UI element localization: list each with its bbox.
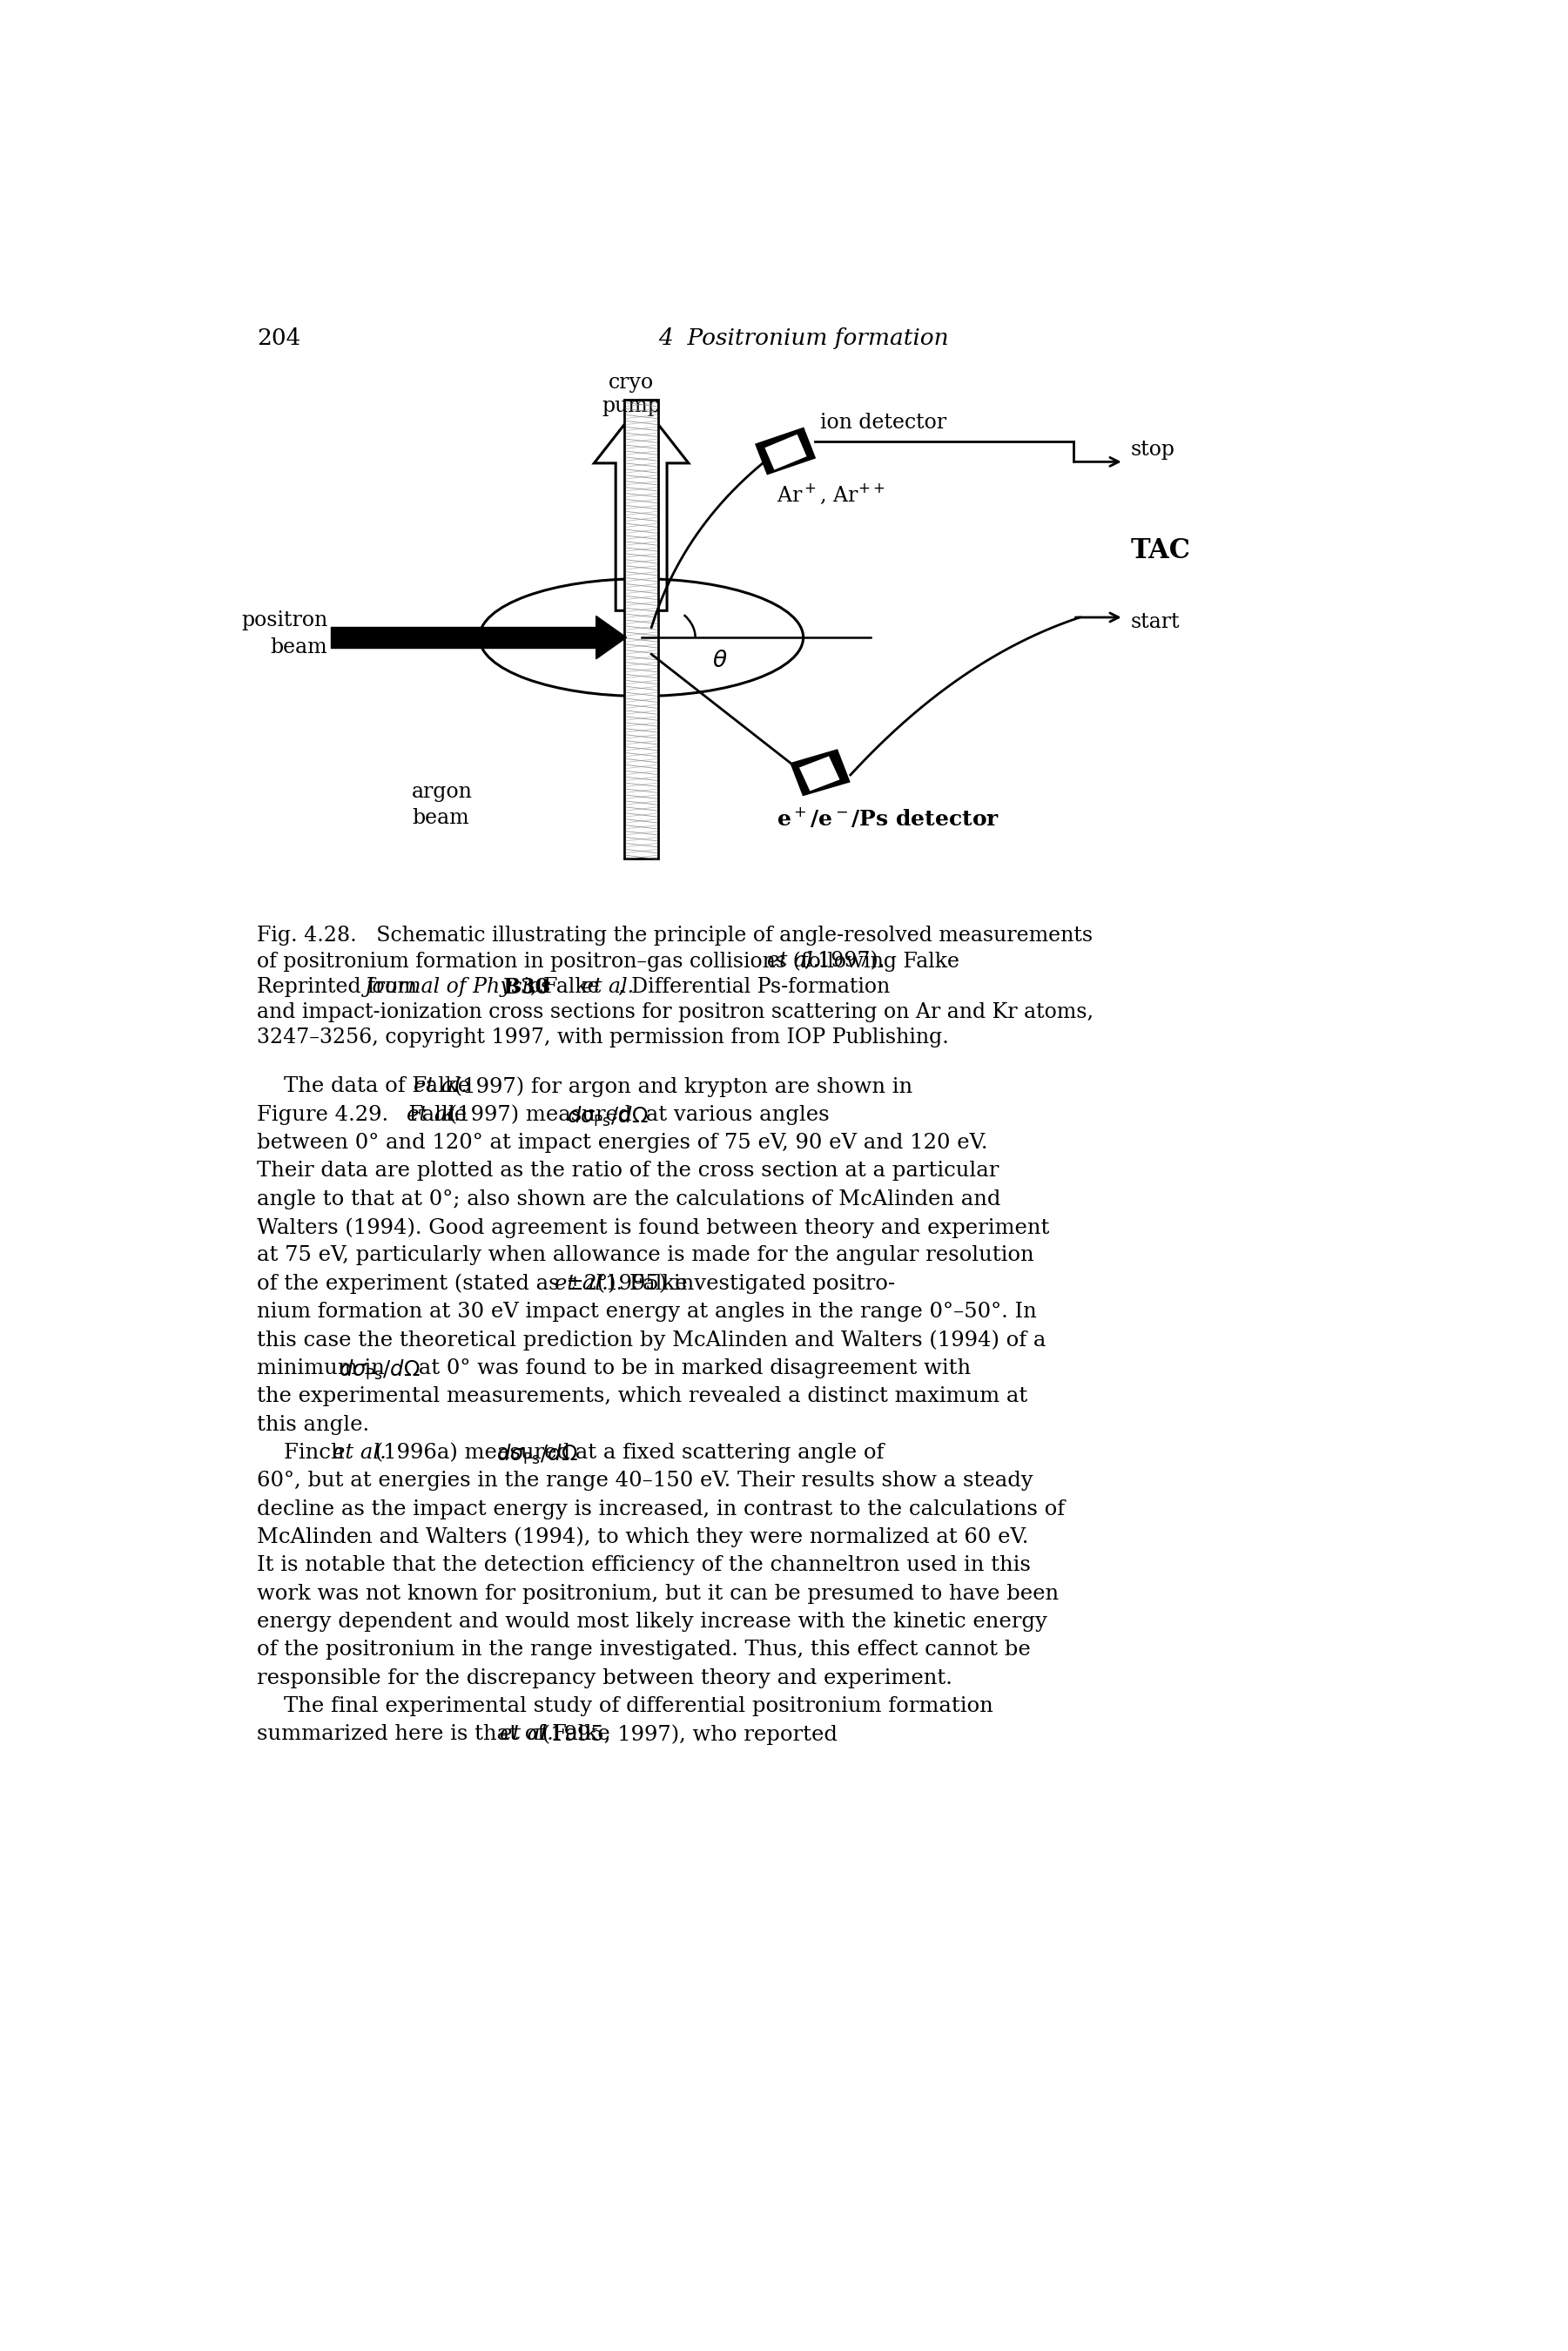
Text: Walters (1994). Good agreement is found between theory and experiment: Walters (1994). Good agreement is found … xyxy=(257,1218,1049,1239)
Text: and impact-ionization cross sections for positron scattering on Ar and Kr atoms,: and impact-ionization cross sections for… xyxy=(257,1002,1093,1023)
Text: nium formation at 30 eV impact energy at angles in the range 0°–50°. In: nium formation at 30 eV impact energy at… xyxy=(257,1302,1036,1321)
Polygon shape xyxy=(765,435,806,470)
Text: , Falke: , Falke xyxy=(530,976,605,997)
Text: et al.: et al. xyxy=(582,976,635,997)
Text: ion detector: ion detector xyxy=(820,414,947,433)
Text: at various angles: at various angles xyxy=(638,1105,829,1124)
Text: et al.: et al. xyxy=(555,1274,608,1293)
Text: decline as the impact energy is increased, in contrast to the calculations of: decline as the impact energy is increase… xyxy=(257,1500,1065,1519)
Text: $d\sigma_{\mathrm{Ps}}/d\Omega$: $d\sigma_{\mathrm{Ps}}/d\Omega$ xyxy=(339,1359,420,1382)
Text: et al.: et al. xyxy=(332,1444,386,1462)
Text: 60°, but at energies in the range 40–150 eV. Their results show a steady: 60°, but at energies in the range 40–150… xyxy=(257,1472,1033,1491)
Text: The final experimental study of differential positronium formation: The final experimental study of differen… xyxy=(257,1695,993,1716)
Text: TAC: TAC xyxy=(1131,536,1190,564)
Text: angle to that at 0°; also shown are the calculations of McAlinden and: angle to that at 0°; also shown are the … xyxy=(257,1190,1000,1208)
Text: stop: stop xyxy=(1131,440,1174,461)
Text: at 75 eV, particularly when allowance is made for the angular resolution: at 75 eV, particularly when allowance is… xyxy=(257,1246,1033,1265)
Text: of the experiment (stated as ±2°). Falke: of the experiment (stated as ±2°). Falke xyxy=(257,1274,695,1295)
Text: 3247–3256, copyright 1997, with permission from IOP Publishing.: 3247–3256, copyright 1997, with permissi… xyxy=(257,1027,949,1049)
Text: of positronium formation in positron–gas collisions (following Falke: of positronium formation in positron–gas… xyxy=(257,952,966,971)
Text: et al.: et al. xyxy=(500,1723,554,1744)
Polygon shape xyxy=(596,616,627,658)
Polygon shape xyxy=(756,428,815,475)
Text: et al.: et al. xyxy=(406,1105,461,1124)
Text: cryo: cryo xyxy=(608,371,654,393)
Text: , 1997).: , 1997). xyxy=(804,952,884,971)
Text: (1995) investigated positro-: (1995) investigated positro- xyxy=(590,1274,895,1295)
Text: (1996a) measured: (1996a) measured xyxy=(368,1444,577,1462)
Text: $d\sigma_{\mathrm{Ps}}/d\Omega$: $d\sigma_{\mathrm{Ps}}/d\Omega$ xyxy=(495,1444,579,1467)
Text: It is notable that the detection efficiency of the channeltron used in this: It is notable that the detection efficie… xyxy=(257,1556,1030,1575)
Polygon shape xyxy=(800,757,840,790)
Text: Finch: Finch xyxy=(257,1444,351,1462)
Text: argon: argon xyxy=(412,781,472,802)
Text: B30: B30 xyxy=(495,976,549,997)
Text: (1997) measured: (1997) measured xyxy=(442,1105,638,1124)
Text: Their data are plotted as the ratio of the cross section at a particular: Their data are plotted as the ratio of t… xyxy=(257,1161,999,1180)
Text: e$^+$/e$^-$/Ps detector: e$^+$/e$^-$/Ps detector xyxy=(776,806,999,830)
Text: Reprinted from: Reprinted from xyxy=(257,976,423,997)
Text: McAlinden and Walters (1994), to which they were normalized at 60 eV.: McAlinden and Walters (1994), to which t… xyxy=(257,1528,1029,1547)
Text: this case the theoretical prediction by McAlinden and Walters (1994) of a: this case the theoretical prediction by … xyxy=(257,1331,1046,1349)
Text: 4  Positronium formation: 4 Positronium formation xyxy=(659,327,949,350)
Text: of the positronium in the range investigated. Thus, this effect cannot be: of the positronium in the range investig… xyxy=(257,1641,1030,1660)
Text: $d\sigma_{\mathrm{Ps}}/d\Omega$: $d\sigma_{\mathrm{Ps}}/d\Omega$ xyxy=(568,1105,649,1128)
Text: , Differential Ps-formation: , Differential Ps-formation xyxy=(618,976,891,997)
Text: Fig. 4.28.   Schematic illustrating the principle of angle-resolved measurements: Fig. 4.28. Schematic illustrating the pr… xyxy=(257,926,1093,945)
Text: positron: positron xyxy=(241,611,328,630)
Text: work was not known for positronium, but it can be presumed to have been: work was not known for positronium, but … xyxy=(257,1585,1058,1603)
Text: (1997) for argon and krypton are shown in: (1997) for argon and krypton are shown i… xyxy=(448,1077,913,1098)
Text: pump: pump xyxy=(602,395,660,416)
Text: et al.: et al. xyxy=(414,1077,467,1096)
Text: beam: beam xyxy=(270,637,328,658)
Text: this angle.: this angle. xyxy=(257,1415,368,1434)
Text: at a fixed scattering angle of: at a fixed scattering angle of xyxy=(569,1444,884,1462)
Text: (1995, 1997), who reported: (1995, 1997), who reported xyxy=(535,1723,837,1744)
Text: responsible for the discrepancy between theory and experiment.: responsible for the discrepancy between … xyxy=(257,1667,952,1688)
Text: the experimental measurements, which revealed a distinct maximum at: the experimental measurements, which rev… xyxy=(257,1387,1027,1406)
Bar xyxy=(624,400,659,858)
Text: Ar$^+$, Ar$^{++}$: Ar$^+$, Ar$^{++}$ xyxy=(776,482,884,505)
Text: 204: 204 xyxy=(257,327,301,350)
Text: start: start xyxy=(1131,611,1179,632)
Text: minimum in: minimum in xyxy=(257,1359,392,1378)
Text: Journal of Physics: Journal of Physics xyxy=(365,976,552,997)
Text: between 0° and 120° at impact energies of 75 eV, 90 eV and 120 eV.: between 0° and 120° at impact energies o… xyxy=(257,1133,988,1152)
Polygon shape xyxy=(792,750,850,795)
Text: energy dependent and would most likely increase with the kinetic energy: energy dependent and would most likely i… xyxy=(257,1613,1047,1632)
Text: summarized here is that of Falke: summarized here is that of Falke xyxy=(257,1723,616,1744)
Text: et al.: et al. xyxy=(767,952,818,971)
Text: beam: beam xyxy=(412,809,469,828)
Text: at 0° was found to be in marked disagreement with: at 0° was found to be in marked disagree… xyxy=(412,1359,971,1378)
Text: The data of Falke: The data of Falke xyxy=(257,1077,477,1096)
Text: $\theta$: $\theta$ xyxy=(712,649,728,672)
Text: Figure 4.29.   Falke: Figure 4.29. Falke xyxy=(257,1105,474,1124)
